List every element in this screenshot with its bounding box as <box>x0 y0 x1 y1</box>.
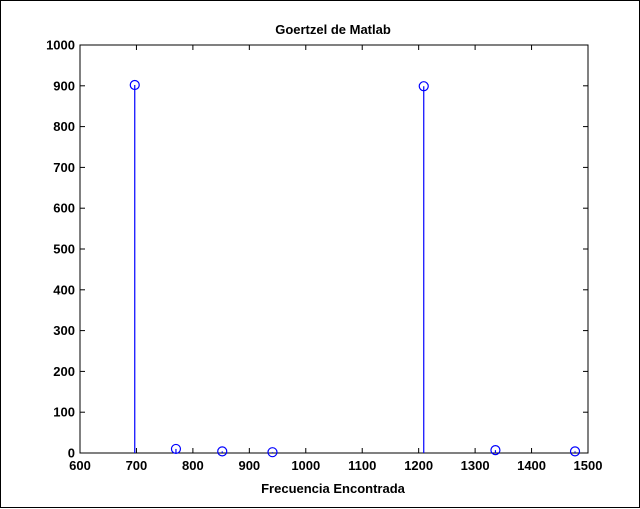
y-tick-label: 900 <box>53 78 75 93</box>
stem-marker <box>490 445 501 456</box>
y-tick-label: 800 <box>53 119 75 134</box>
x-tick-label: 1400 <box>517 458 546 473</box>
chart-title: Goertzel de Matlab <box>275 22 391 37</box>
stem-marker <box>418 81 429 92</box>
x-tick-label: 600 <box>69 458 91 473</box>
stem-marker <box>569 446 581 457</box>
y-tick-label: 100 <box>53 405 75 420</box>
x-tick-label: 1000 <box>291 458 320 473</box>
x-tick-label: 1200 <box>404 458 433 473</box>
stem-marker <box>129 79 140 91</box>
data-series <box>129 79 581 458</box>
x-axis-label: Frecuencia Encontrada <box>261 481 406 496</box>
x-tick-label: 800 <box>182 458 204 473</box>
stem-marker <box>170 443 182 455</box>
stem-marker <box>267 447 278 458</box>
y-tick-label: 500 <box>53 242 75 257</box>
y-axis: 0 100 200 300 400 500 600 700 800 900 1000 <box>46 38 588 461</box>
y-tick-label: 400 <box>53 282 75 297</box>
plot-area <box>79 44 589 454</box>
y-tick-label: 200 <box>53 364 75 379</box>
x-tick-label: 1100 <box>348 458 376 473</box>
y-tick-label: 700 <box>53 160 75 175</box>
y-tick-label: 1000 <box>46 38 75 53</box>
x-axis: 600 700 800 900 1000 1100 1200 1300 1400 1500 <box>69 45 602 473</box>
x-tick-label: 900 <box>238 458 260 473</box>
y-tick-label: 0 <box>68 446 75 461</box>
stem-marker <box>217 446 228 457</box>
x-tick-label: 1500 <box>574 458 603 473</box>
x-tick-label: 1300 <box>461 458 490 473</box>
y-tick-label: 300 <box>53 323 75 338</box>
x-tick-label: 700 <box>126 458 148 473</box>
y-tick-label: 600 <box>53 201 75 216</box>
